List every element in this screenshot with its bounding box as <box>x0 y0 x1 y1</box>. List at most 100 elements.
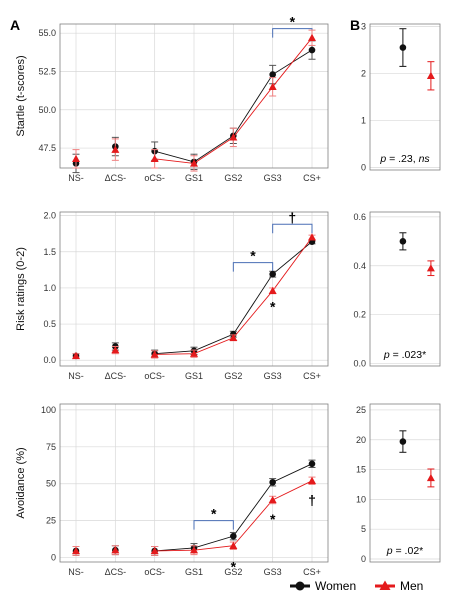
x-tick-label: GS1 <box>185 371 203 381</box>
data-point-men <box>111 546 120 554</box>
significance-bracket <box>193 520 234 530</box>
y-tick-label: 75 <box>46 442 56 452</box>
legend-key-marker-women <box>295 581 305 591</box>
data-point-women <box>269 478 276 486</box>
plot-frame <box>59 403 329 563</box>
y-tick-label: 0 <box>51 553 56 563</box>
data-point-men <box>111 346 120 354</box>
x-tick-label: GS2 <box>224 371 242 381</box>
data-point-men <box>268 286 277 295</box>
x-tick-label: GS1 <box>185 567 203 577</box>
p-symbol: p <box>386 545 393 557</box>
y-tick-label: 0.6 <box>353 212 366 222</box>
chart-avoid-line: 0 25 50 75 100 NS- ΔCS-oCS- GS1 GS2 GS3 CS+ Avoidan… <box>15 403 329 577</box>
data-point-men <box>72 351 80 360</box>
plot-frame <box>369 23 441 171</box>
data-point-men <box>190 159 198 167</box>
y-tick-label: 15 <box>356 465 366 475</box>
significance-bracket <box>272 223 313 234</box>
x-tick-label: GS3 <box>264 173 282 183</box>
x-tick-label: GS1 <box>185 173 203 183</box>
p-value-annotation: p = .02* <box>386 545 424 557</box>
significance-marker: * <box>231 558 237 574</box>
x-tick-label: NS- <box>68 173 84 183</box>
significance-marker: * <box>270 299 276 315</box>
p-symbol: p <box>379 153 386 165</box>
x-tick-label: CS+ <box>303 567 321 577</box>
plot-frame <box>369 403 441 563</box>
y-tick-label: 52.5 <box>38 66 56 76</box>
data-point-men <box>111 145 120 153</box>
data-point-women <box>399 438 407 445</box>
x-tick-label: oCS- <box>144 371 165 381</box>
ns-label: ns <box>419 153 431 165</box>
legend-label-women: Women <box>315 579 356 593</box>
data-point-women <box>308 46 316 54</box>
x-tick-label: oCS- <box>144 173 165 183</box>
data-point-men <box>190 546 198 554</box>
x-tick-label: GS3 <box>264 371 282 381</box>
plot-frame <box>59 211 329 367</box>
y-tick-label: 25 <box>46 516 56 526</box>
y-tick-label: 0.0 <box>43 355 56 365</box>
significance-marker: * <box>270 511 276 527</box>
x-tick-label: CS+ <box>303 173 321 183</box>
p-value: = .23, <box>386 153 418 165</box>
plot-frame <box>369 211 441 367</box>
panel-label-a: A <box>10 17 20 33</box>
data-point-men <box>268 495 277 504</box>
y-tick-label: 1 <box>361 116 366 126</box>
p-value: = .02* <box>393 545 424 557</box>
chart-startle-line: 47.5 50.0 52.5 55.0 NS- ΔCS-oCS- GS1 GS2 GS3 CS+ S… <box>15 14 329 183</box>
x-tick-label: CS+ <box>303 371 321 381</box>
chart-risk-line: 0.0 0.5 1.0 1.5 2.0 NS- ΔCS-oCS- GS1 GS2 GS3 CS+ Ri… <box>15 209 329 381</box>
y-tick-label: 2.0 <box>43 211 56 221</box>
y-tick-label: 2 <box>361 68 366 78</box>
data-point-men <box>150 350 159 358</box>
y-tick-label: 0.2 <box>353 310 366 320</box>
y-tick-label: 50.0 <box>38 105 56 115</box>
panel-label-b: B <box>350 17 360 33</box>
y-tick-label: 0 <box>361 554 366 564</box>
x-tick-label: ΔCS- <box>105 567 127 577</box>
y-tick-label: 47.5 <box>38 143 56 153</box>
data-point-women <box>399 238 407 245</box>
x-tick-label: GS3 <box>264 567 282 577</box>
y-tick-label: 50 <box>46 479 56 489</box>
y-tick-label: 1.5 <box>43 247 56 257</box>
significance-bracket <box>232 262 274 272</box>
data-point-women <box>269 71 276 78</box>
data-point-women <box>308 460 316 468</box>
p-value-annotation: p = .23, ns <box>379 153 430 165</box>
chart-startle-sex: 0 1 2 3 p = .23, ns <box>361 21 441 173</box>
x-tick-label: NS- <box>68 371 84 381</box>
significance-marker: † <box>308 492 316 508</box>
data-point-women <box>269 270 276 278</box>
bracket-marker: * <box>250 248 256 264</box>
p-value-annotation: p = .023* <box>383 349 426 361</box>
charts-group: 47.550.052.555.0NS- ΔCS-oCS- GS1 GS2 GS3 CS+S… <box>15 14 441 577</box>
data-point-men <box>308 33 316 41</box>
data-point-men <box>72 546 80 555</box>
data-point-men <box>426 473 435 482</box>
legend: Women Men <box>290 579 423 593</box>
y-tick-label: 20 <box>356 435 366 445</box>
y-tick-label: 0.4 <box>353 261 366 271</box>
data-point-men <box>426 71 435 80</box>
y-tick-label: 3 <box>361 21 366 31</box>
bracket-marker: * <box>290 14 296 30</box>
y-tick-label: 25 <box>356 405 366 415</box>
x-tick-label: ΔCS- <box>105 371 127 381</box>
y-axis-label: Risk ratings (0-2) <box>15 247 27 331</box>
data-point-men <box>229 333 238 342</box>
p-symbol: p <box>383 349 390 361</box>
bracket-marker: * <box>211 506 217 522</box>
data-point-women <box>230 532 237 540</box>
y-axis-label: Avoidance (%) <box>15 447 27 518</box>
data-point-men <box>268 82 277 91</box>
p-value: = .023* <box>390 349 427 361</box>
data-point-men <box>229 133 238 141</box>
legend-key-marker-men <box>379 580 391 590</box>
x-tick-label: GS2 <box>224 173 242 183</box>
